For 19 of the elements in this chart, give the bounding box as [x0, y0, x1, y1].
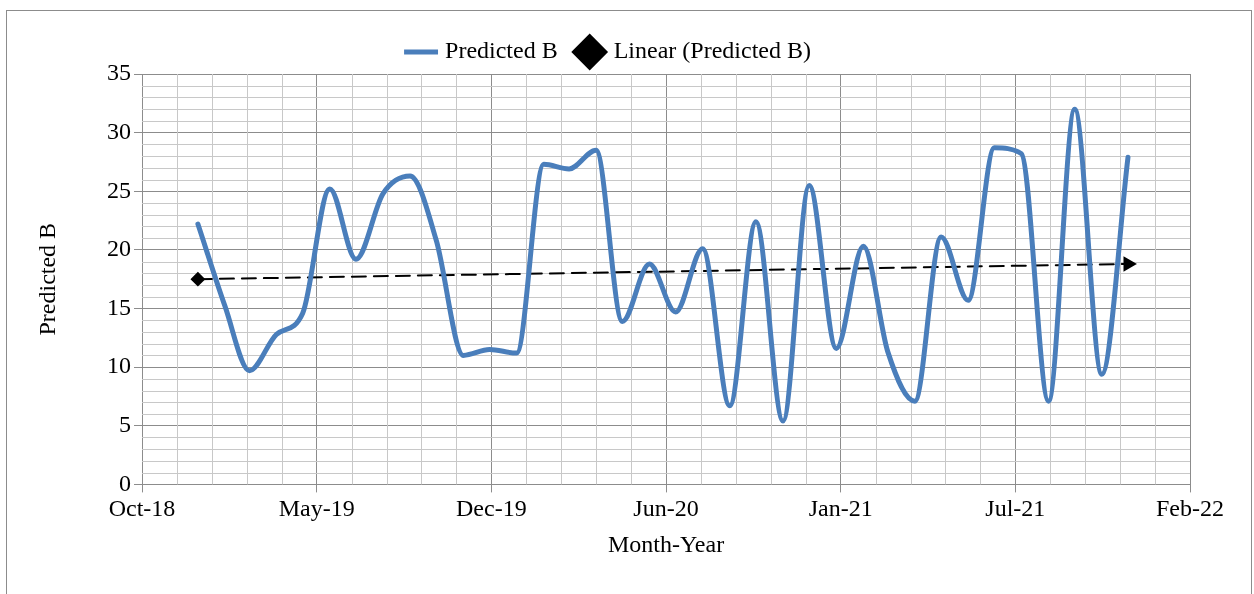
x-tick-label: Feb-22 [1156, 495, 1224, 522]
x-axis-title: Month-Year [607, 530, 725, 557]
x-tick-label: Jul-21 [985, 495, 1046, 522]
x-tick-label: Oct-18 [108, 495, 176, 522]
y-tick-label: 35 [107, 59, 131, 86]
y-tick-label: 25 [107, 176, 131, 203]
legend-label: Linear (Predicted B) [613, 37, 811, 64]
x-tick-label: Jan-21 [808, 495, 873, 522]
legend-label: Predicted B [445, 37, 558, 64]
y-axis-title: Predicted B [33, 222, 60, 336]
x-tick-label: Jun-20 [633, 495, 699, 522]
x-tick-label: May-19 [278, 495, 355, 522]
y-tick-label: 0 [119, 469, 131, 496]
y-tick-label: 20 [107, 235, 131, 262]
y-tick-label: 15 [107, 293, 131, 320]
y-tick-label: 30 [107, 117, 131, 144]
x-tick-label: Dec-19 [456, 495, 527, 522]
y-tick-label: 10 [107, 352, 131, 379]
y-tick-label: 5 [119, 411, 131, 438]
